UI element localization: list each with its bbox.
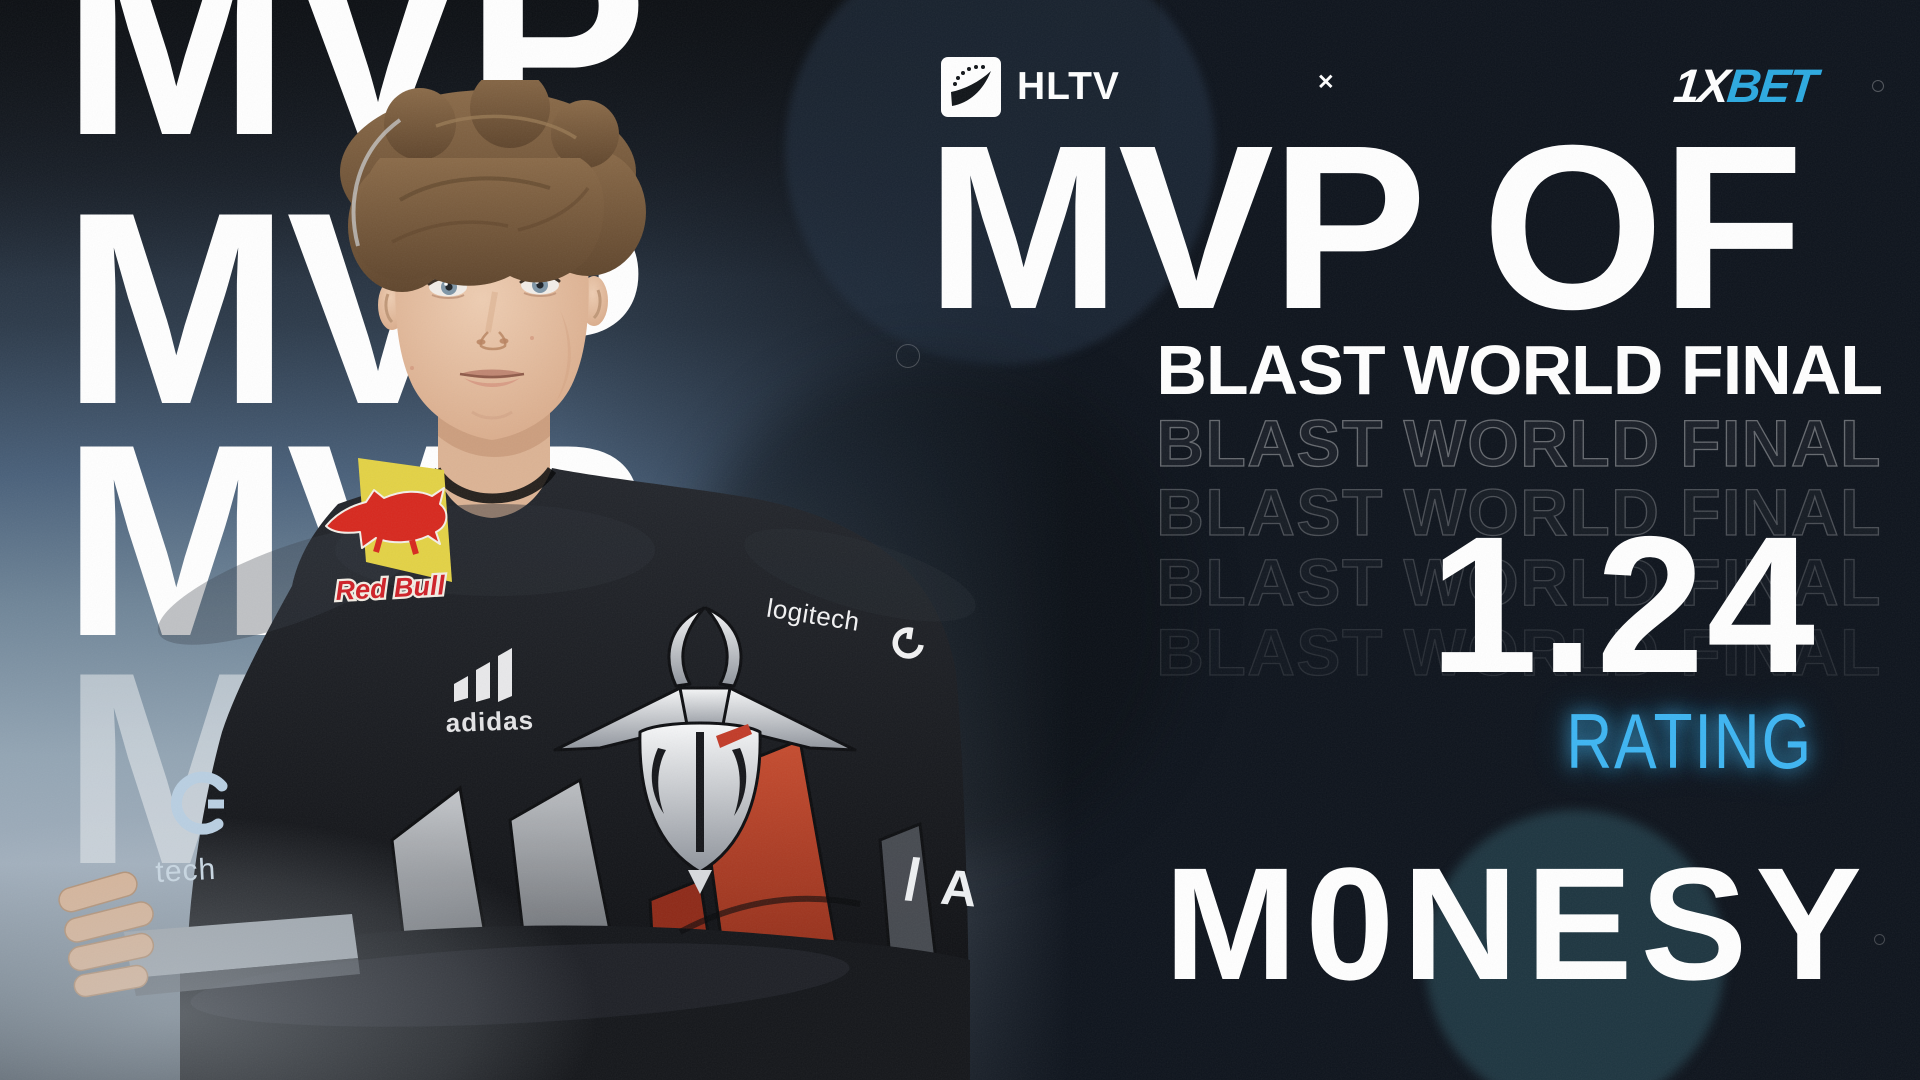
event-echo-row: BLAST WORLD FINAL [1156, 406, 1882, 480]
redbull-text: Red Bull [335, 570, 446, 606]
collab-x-icon: ✕ [1317, 71, 1335, 94]
player-hair [340, 80, 646, 292]
decor-ring [1872, 80, 1884, 92]
player-name: M0NESY [1164, 834, 1870, 1013]
redbull-logo: Red Bull [325, 458, 452, 608]
title-mvp-of: MVP OF [926, 96, 1804, 358]
decor-ring [1874, 934, 1885, 945]
fog-overlay [0, 780, 780, 1080]
rating-value: 1.24 [1429, 496, 1817, 714]
rating-label: RATING [1566, 697, 1813, 785]
svg-text:A: A [938, 859, 979, 918]
adidas-text: adidas [445, 705, 534, 738]
event-name: BLAST WORLD FINAL [1156, 331, 1883, 409]
